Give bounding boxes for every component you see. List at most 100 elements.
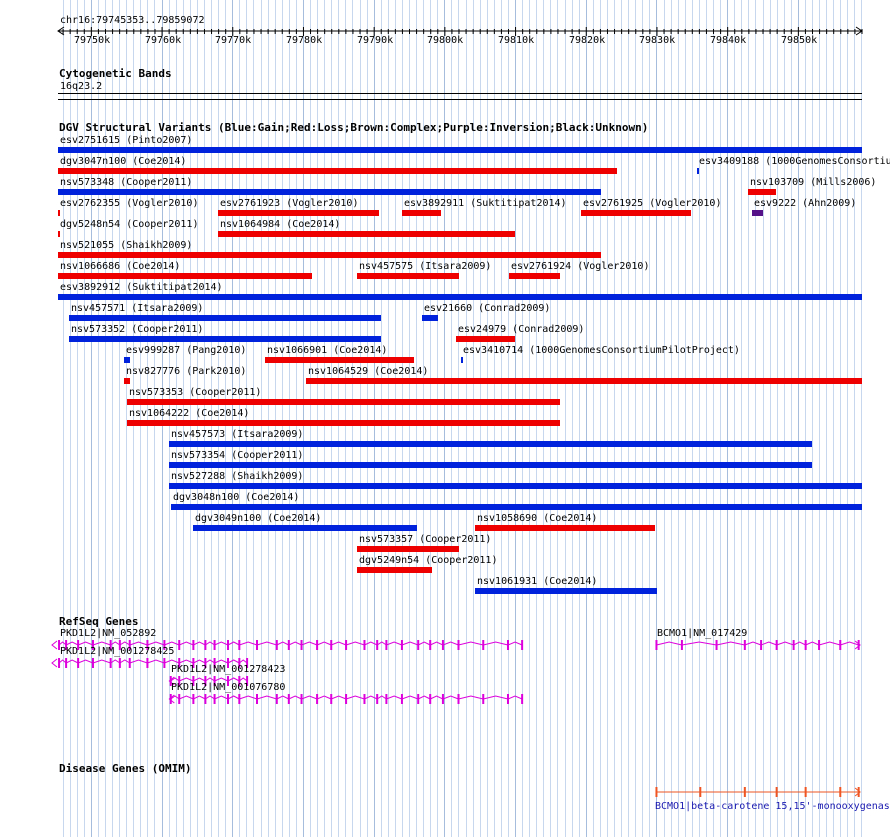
grid-line: [63, 0, 64, 837]
grid-line: [331, 0, 332, 837]
exon: [275, 694, 278, 704]
variant-bar[interactable]: [475, 525, 655, 531]
gene-model[interactable]: [0, 684, 890, 714]
grid-line: [607, 0, 608, 837]
exon: [400, 694, 403, 704]
omim-gene-label[interactable]: BCMO1|beta-carotene 15,15'-monooxygenase: [655, 801, 890, 812]
variant-bar[interactable]: [58, 210, 60, 216]
variant-bar[interactable]: [58, 147, 862, 153]
exon: [441, 694, 444, 704]
exon: [109, 658, 112, 668]
variant-bar[interactable]: [169, 441, 812, 447]
grid-line: [466, 0, 467, 837]
grid-line: [162, 0, 163, 837]
scale-tick-label: 79800k: [427, 35, 464, 46]
gene-model[interactable]: [0, 666, 890, 696]
variant-bar[interactable]: [193, 525, 417, 531]
grid-line: [819, 0, 820, 837]
grid-line: [805, 0, 806, 837]
variant-bar[interactable]: [69, 336, 381, 342]
variant-bar[interactable]: [461, 357, 463, 363]
exon: [743, 640, 746, 650]
variant-bar[interactable]: [402, 210, 441, 216]
dgv-track-title: DGV Structural Variants (Blue:Gain;Red:L…: [59, 121, 649, 134]
grid-line: [501, 0, 502, 837]
variant-bar[interactable]: [581, 210, 691, 216]
variant-label: dgv5249n54 (Cooper2011): [359, 555, 498, 566]
variant-bar[interactable]: [422, 315, 438, 321]
exon: [680, 640, 683, 650]
variant-label: nsv1064984 (Coe2014): [220, 219, 341, 230]
grid-line: [692, 0, 693, 837]
grid-line: [261, 0, 262, 837]
variant-bar[interactable]: [752, 210, 763, 216]
omim-exon: [743, 787, 746, 797]
variant-bar[interactable]: [509, 273, 560, 279]
gene-model[interactable]: [0, 648, 890, 678]
grid-line: [671, 0, 672, 837]
intron-line: [58, 641, 523, 646]
exon: [857, 640, 860, 650]
variant-label: nsv573354 (Cooper2011): [171, 450, 304, 461]
variant-bar[interactable]: [127, 399, 560, 405]
exon: [227, 658, 230, 668]
variant-bar[interactable]: [697, 168, 699, 174]
variant-bar[interactable]: [748, 189, 776, 195]
variant-bar[interactable]: [58, 231, 60, 237]
variant-bar[interactable]: [58, 168, 617, 174]
cytoband-track-title: Cytogenetic Bands: [59, 67, 172, 80]
grid-line: [317, 0, 318, 837]
variant-bar[interactable]: [58, 189, 601, 195]
variant-bar[interactable]: [218, 210, 379, 216]
grid-line: [550, 0, 551, 837]
exon: [363, 640, 366, 650]
variant-bar[interactable]: [124, 378, 130, 384]
grid-line: [176, 0, 177, 837]
variant-bar[interactable]: [124, 357, 130, 363]
variant-bar[interactable]: [265, 357, 414, 363]
exon: [818, 640, 821, 650]
variant-bar[interactable]: [171, 504, 862, 510]
variant-bar[interactable]: [169, 462, 812, 468]
variant-bar[interactable]: [357, 546, 459, 552]
exon: [506, 640, 509, 650]
gene-model[interactable]: [0, 630, 890, 660]
gene-model[interactable]: [0, 630, 890, 660]
variant-bar[interactable]: [306, 378, 862, 384]
variant-bar[interactable]: [456, 336, 515, 342]
grid-line: [275, 0, 276, 837]
variant-bar[interactable]: [58, 294, 862, 300]
variant-bar[interactable]: [169, 483, 862, 489]
grid-line: [847, 0, 848, 837]
grid-line: [105, 0, 106, 837]
variant-bar[interactable]: [475, 588, 657, 594]
grid-line: [402, 0, 403, 837]
exon: [521, 694, 524, 704]
variant-bar[interactable]: [58, 252, 601, 258]
exon: [385, 640, 388, 650]
omim-gene-model[interactable]: [0, 782, 890, 802]
variant-bar[interactable]: [357, 273, 459, 279]
variant-label: esv2762355 (Vogler2010): [60, 198, 199, 209]
exon: [77, 658, 80, 668]
variant-bar[interactable]: [218, 231, 515, 237]
exon: [316, 694, 319, 704]
grid-line: [437, 0, 438, 837]
exon: [238, 658, 241, 668]
exon: [213, 676, 216, 686]
variant-bar[interactable]: [357, 567, 432, 573]
grid-line: [557, 0, 558, 837]
variant-label: esv2761925 (Vogler2010): [583, 198, 722, 209]
grid-line: [791, 0, 792, 837]
grid-line: [119, 0, 120, 837]
variant-bar[interactable]: [127, 420, 560, 426]
grid-line: [861, 0, 862, 837]
variant-bar[interactable]: [69, 315, 381, 321]
variant-bar[interactable]: [58, 273, 312, 279]
grid-line: [628, 0, 629, 837]
grid-line: [246, 0, 247, 837]
variant-label: esv2751615 (Pinto2007): [60, 135, 193, 146]
variant-label: nsv103709 (Mills2006): [750, 177, 877, 188]
exon: [287, 694, 290, 704]
